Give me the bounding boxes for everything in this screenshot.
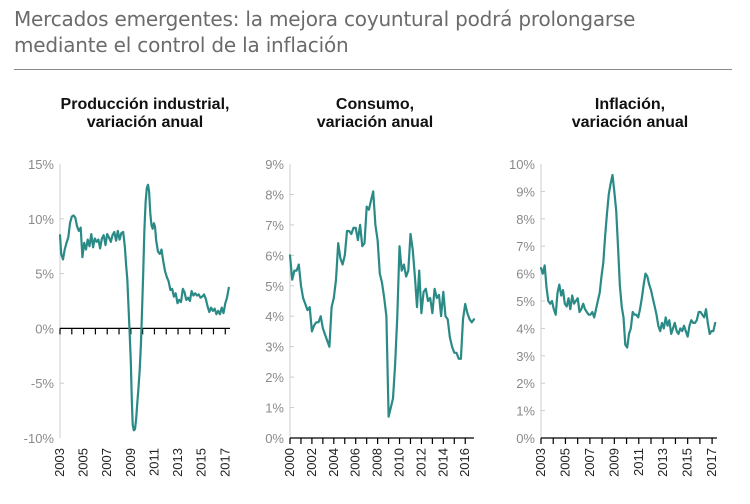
x-tick-label: 2002 xyxy=(304,448,319,477)
x-tick-label: 2016 xyxy=(457,448,472,477)
y-tick-label: 0% xyxy=(35,321,54,336)
y-tick-label: 7% xyxy=(265,218,284,233)
y-tick-label: 6% xyxy=(516,267,535,282)
x-tick-label: 2007 xyxy=(582,448,597,477)
y-tick-label: 5% xyxy=(265,279,284,294)
x-tick-label: 2004 xyxy=(326,448,341,477)
x-tick-label: 2013 xyxy=(655,448,670,477)
x-tick-label: 2003 xyxy=(533,448,548,477)
x-tick-label: 2007 xyxy=(99,448,114,477)
x-tick-label: 2010 xyxy=(392,448,407,477)
chart-1-title: Producción industrial, variación anual xyxy=(60,96,230,131)
chart-2-title: Consumo, variación anual xyxy=(316,96,434,131)
chart-3-title: Inflación, variación anual xyxy=(571,96,689,131)
y-tick-label: 8% xyxy=(516,212,535,227)
series-line xyxy=(288,190,476,418)
x-tick-label: 2006 xyxy=(348,448,363,477)
chart-1: 15% 10% 5% 0% -5% -10% 2003 2005 2007 2009 2011 201… xyxy=(24,157,233,477)
y-tick-label: 5% xyxy=(516,294,535,309)
x-tick-label: 2011 xyxy=(631,448,646,476)
x-tick-label: 2015 xyxy=(194,448,209,477)
x-tick-label: 2005 xyxy=(557,448,572,477)
x-tick-label: 2013 xyxy=(170,448,185,477)
y-tick-label: 9% xyxy=(265,157,284,172)
x-tick-label: 2008 xyxy=(370,448,385,477)
y-tick-label: 9% xyxy=(516,184,535,199)
y-tick-label: 6% xyxy=(265,248,284,263)
y-tick-label: 3% xyxy=(265,340,284,355)
y-tick-label: 4% xyxy=(516,321,535,336)
x-tick-label: 2011 xyxy=(146,448,161,476)
y-tick-label: 2% xyxy=(265,370,284,385)
chart-3: 10% 9% 8% 7% 6% 5% 4% 3% 2% 1% 0% 2003 2005 2007 2009 2… xyxy=(509,157,719,477)
chart-2: 9% 8% 7% 6% 5% 4% 3% 2% 1% 0% 2000 2002 2004 2006 2008… xyxy=(265,157,476,477)
y-tick-label: 0% xyxy=(265,431,284,446)
y-tick-label: 2% xyxy=(516,376,535,391)
x-tick-label: 2015 xyxy=(680,448,695,477)
x-tick-label: 2009 xyxy=(123,448,138,477)
series-line xyxy=(58,183,230,432)
y-tick-label: 5% xyxy=(35,267,54,282)
y-tick-label: 0% xyxy=(516,431,535,446)
x-tick-label: 2017 xyxy=(704,448,719,477)
x-tick-label: 2005 xyxy=(76,448,91,477)
x-tick-label: 2009 xyxy=(606,448,621,477)
y-tick-label: 4% xyxy=(265,309,284,324)
y-tick-label: 8% xyxy=(265,187,284,202)
y-tick-label: -10% xyxy=(24,431,55,446)
series-line xyxy=(539,173,717,349)
x-tick-label: 2003 xyxy=(52,448,67,477)
title-divider xyxy=(14,69,732,70)
y-tick-label: 1% xyxy=(265,401,284,416)
y-tick-label: 10% xyxy=(28,212,54,227)
y-tick-label: 1% xyxy=(516,404,535,419)
y-tick-label: 10% xyxy=(509,157,535,172)
x-tick-label: 2017 xyxy=(217,448,232,477)
x-tick-label: 2000 xyxy=(282,448,297,477)
y-tick-label: 7% xyxy=(516,239,535,254)
x-tick-label: 2014 xyxy=(435,448,450,477)
x-tick-label: 2012 xyxy=(413,448,428,477)
page-title: Mercados emergentes: la mejora coyuntura… xyxy=(14,7,636,57)
y-tick-label: 3% xyxy=(516,349,535,364)
y-tick-label: 15% xyxy=(28,157,54,172)
y-tick-label: -5% xyxy=(31,376,55,391)
